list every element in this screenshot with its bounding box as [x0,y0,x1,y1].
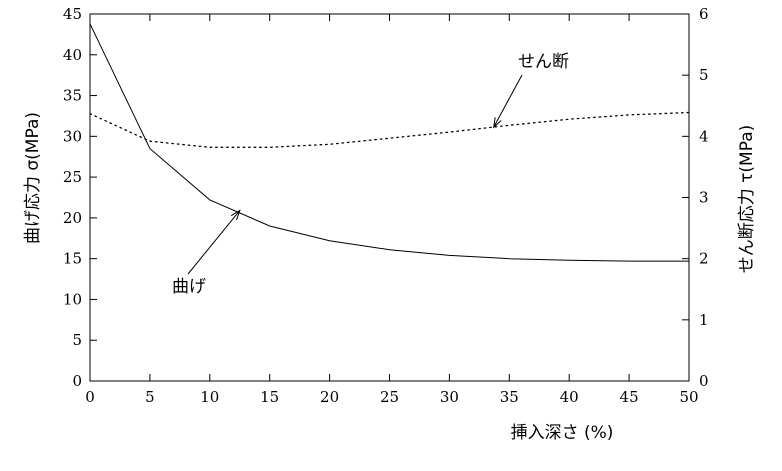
annotation-arrowhead-0 [492,117,502,129]
y-left-tick-label: 30 [63,127,82,145]
y-left-tick-label: 0 [72,372,82,390]
x-tick-label: 15 [260,388,279,406]
y-left-tick-label: 10 [63,290,82,308]
x-tick-label: 25 [380,388,399,406]
y-left-tick-label: 15 [63,250,82,268]
x-tick-label: 40 [560,388,579,406]
y-left-tick-label: 25 [63,168,82,186]
x-axis-title: 挿入深さ (%) [511,423,614,443]
x-tick-label: 5 [145,388,155,406]
series-line-1 [89,111,690,148]
y-right-tick-label: 0 [699,372,709,390]
plot-frame [89,13,690,382]
y-right-tick-label: 4 [699,127,709,145]
y-left-tick-label: 5 [72,331,82,349]
x-tick-label: 45 [620,388,639,406]
y-left-tick-label: 35 [63,87,82,105]
y-right-tick-label: 3 [699,189,709,207]
annotation-arrow-1 [187,210,241,275]
y-axis-left-title: 曲げ応力 σ(MPa) [23,112,43,244]
annotation-arrow-0 [493,74,523,128]
annotation-label-1: 曲げ [172,277,206,297]
y-right-tick-label: 1 [699,311,709,329]
series-line-0 [89,23,689,262]
x-tick-label: 30 [440,388,459,406]
annotation-label-0: せん断 [518,52,569,72]
x-tick-label: 20 [320,388,339,406]
series-layer [89,23,690,262]
y-left-tick-label: 40 [63,46,82,64]
x-tick-label: 0 [85,388,95,406]
x-tick-label: 10 [200,388,219,406]
annotation-arrowhead-1 [230,209,241,221]
y-right-tick-label: 6 [699,5,709,23]
y-left-tick-label: 20 [63,209,82,227]
y-left-tick-label: 45 [63,5,82,23]
ticks: 0 5 10 15 20 25 30 35 40 45 5005101520253035404501… [63,5,709,406]
y-right-tick-label: 2 [699,250,709,268]
y-axis-right-title: せん断応力 τ(MPa) [737,125,757,273]
x-tick-label: 50 [679,388,698,406]
y-right-tick-label: 5 [699,66,709,84]
x-tick-label: 35 [500,388,519,406]
